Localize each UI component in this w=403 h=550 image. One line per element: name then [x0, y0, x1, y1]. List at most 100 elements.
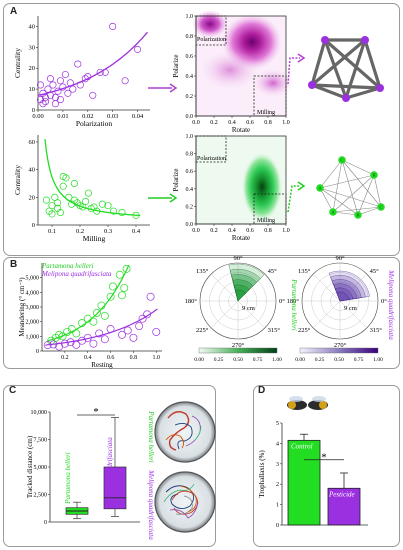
x-tick-label: 0.00	[32, 113, 43, 120]
group-label: Melipona quadrifasciata	[106, 437, 114, 508]
group-label: Partamona helleri	[64, 452, 72, 505]
y-tick-label: 0.2	[186, 94, 194, 100]
data-point	[44, 85, 52, 93]
data-point	[122, 264, 131, 273]
x-axis-label: Rotate	[232, 126, 250, 134]
data-point	[110, 207, 118, 215]
panel-a-label: A	[10, 6, 18, 17]
polar-angle-label: 180°	[185, 298, 198, 305]
data-point	[115, 270, 124, 279]
bar	[327, 487, 361, 526]
network-node	[321, 36, 329, 44]
x-tick-label: 0.3	[104, 228, 112, 235]
data-point	[55, 330, 64, 339]
x-tick-label: 0.8	[264, 228, 272, 234]
y-tick-label: 0.6	[186, 54, 194, 60]
data-point	[36, 96, 45, 104]
y-tick-label: 0.8	[186, 34, 194, 40]
data-point	[123, 326, 132, 335]
data-point	[118, 330, 126, 339]
polar-angle-label: 0°	[381, 298, 387, 305]
heatmap-axes: 0.0 0.2 0.4 0.6 0.8 1.0 0.0 0.2 0.4 0.6 0.8 1.0 Rota…	[172, 14, 290, 242]
polar-spoke	[237, 300, 266, 329]
data-point	[41, 98, 50, 106]
y-axis-label: Meandering (° cm⁻¹)	[18, 277, 26, 337]
x-axis-label: Resting	[91, 361, 113, 369]
y-tick-label: 0.0	[186, 222, 194, 228]
y-axis-label: Tracked distance (cm)	[26, 435, 34, 498]
y-tick-label: 2,500	[34, 493, 48, 499]
data-point	[106, 292, 115, 301]
polar-angle-label: 270°	[334, 342, 347, 349]
x-tick-label: 0.4	[228, 120, 236, 126]
x-tick-label: 0.01	[57, 113, 68, 120]
heat-top-box1-label: Polarization	[197, 37, 226, 43]
legend-partamona: Partamona helleri	[41, 262, 94, 270]
colorbar-tick-label: 0.75	[253, 357, 263, 363]
data-point	[42, 196, 50, 204]
bee-icons	[287, 396, 328, 410]
data-point	[51, 193, 59, 201]
y-tick-label: 3,000	[26, 305, 40, 311]
y-tick-label: 40	[29, 167, 36, 174]
trend-line	[45, 308, 158, 346]
data-point	[45, 207, 53, 215]
y-tick-label: 0.2	[186, 204, 194, 210]
data-point	[118, 291, 126, 300]
x-tick-label: 0.2	[210, 228, 218, 234]
data-point	[98, 200, 106, 208]
data-point	[36, 81, 45, 89]
data-point	[152, 327, 161, 336]
x-tick-label: 0.6	[107, 355, 115, 361]
y-axis-label: Centrality	[13, 165, 22, 195]
y-tick-label: 7,500	[34, 438, 48, 444]
colorbar-tick-label: 0.00	[194, 357, 204, 363]
colorbar-tick-label: 1.00	[272, 357, 282, 363]
y-tick-label: 0.6	[186, 169, 194, 175]
bar-trophallaxis: 0 1 2 3 4 5 Trophallaxis (%) Control Pesticide *	[258, 421, 368, 529]
x-tick-label: 0.2	[76, 228, 84, 235]
y-tick-label: 0	[36, 349, 39, 355]
data-point	[146, 292, 155, 301]
y-tick-label: 0.8	[186, 152, 194, 158]
data-point	[59, 182, 67, 190]
scatter-meandering-resting: 0.2 0.4 0.6 0.8 1.0 0 1,000 2,000 3,000 4,000 5,00…	[18, 263, 162, 369]
y-tick-label: 20	[29, 194, 36, 201]
data-point	[118, 208, 126, 217]
data-point	[89, 339, 98, 348]
polar-angle-label: 315°	[268, 327, 281, 334]
y-tick-label: 0.4	[186, 187, 194, 193]
colorbar-tick-label: 0.00	[295, 357, 305, 363]
y-tick-label: 4,000	[26, 290, 40, 296]
heatmap-top: Polarization Milling	[192, 10, 293, 117]
net-node-label: A	[318, 186, 322, 191]
data-point	[54, 199, 62, 207]
polar-angle-label: 90°	[233, 255, 243, 262]
data-point	[69, 85, 77, 93]
heat-bottom-box1-label: Polarization	[197, 156, 226, 162]
network-node	[342, 94, 350, 102]
bar-label: Control	[291, 442, 313, 450]
y-tick-label: 1	[276, 503, 279, 509]
arena-images	[154, 401, 216, 533]
y-tick-label: 4	[276, 441, 279, 447]
data-point	[104, 202, 112, 210]
panel-d	[253, 385, 400, 547]
network-top	[308, 36, 384, 102]
polar-angle-label: 225°	[196, 327, 209, 334]
boxplot-tracked-distance: 0 2,500 5,000 7,500 10,000 Tracked distance (…	[26, 406, 140, 526]
polar-spoke	[210, 273, 239, 302]
polar-angle-label: 315°	[370, 327, 383, 334]
y-tick-label: 0	[44, 520, 47, 526]
x-tick-label: 0.02	[82, 113, 93, 120]
data-point	[56, 77, 64, 85]
data-point	[61, 70, 69, 79]
data-point	[135, 322, 144, 331]
polar-plot-melipona: 90° 45° 0° 315° 270° 225° 180° 135° 9 cm	[287, 255, 388, 349]
panel-b-label: B	[10, 259, 18, 270]
data-point	[46, 75, 54, 83]
data-point	[67, 325, 76, 333]
data-point	[138, 314, 147, 323]
x-tick-label: 1.0	[153, 355, 161, 361]
